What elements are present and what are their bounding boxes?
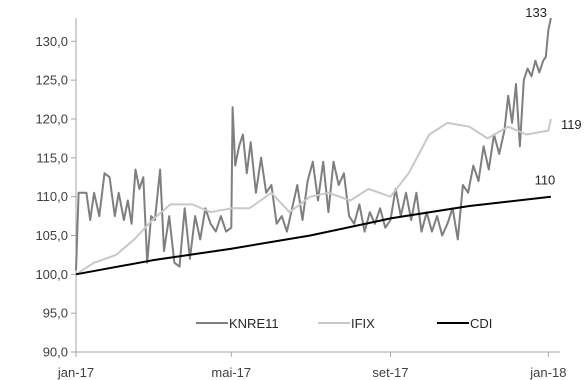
legend: KNRE11 IFIX CDI — [196, 316, 492, 331]
y-tick-label: 95,0 — [43, 306, 68, 321]
y-tick-label: 115,0 — [36, 150, 68, 165]
legend-label-cdi: CDI — [470, 316, 492, 331]
end-label-ifix: 119 — [561, 117, 582, 132]
x-tick-label: jan-17 — [57, 365, 94, 380]
y-tick-label: 120,0 — [35, 111, 68, 126]
series-line-knre11 — [75, 17, 552, 271]
end-label-knre11: 133 — [525, 5, 547, 20]
series-line-ifix — [75, 118, 552, 276]
x-tick-label: jan-18 — [529, 365, 566, 380]
y-tick-label: 125,0 — [35, 73, 68, 88]
y-tick-label: 110,0 — [36, 189, 68, 204]
y-tick-label: 90,0 — [43, 345, 68, 360]
y-tick-label: 105,0 — [35, 228, 68, 243]
series-line-cdi — [75, 195, 552, 276]
x-tick-label: set-17 — [372, 365, 408, 380]
legend-label-ifix: IFIX — [351, 316, 375, 331]
x-tick-label: mai-17 — [211, 365, 251, 380]
end-label-cdi: 110 — [535, 173, 556, 188]
labels-layer: 133 119 110 — [525, 5, 581, 188]
legend-label-knre11: KNRE11 — [229, 316, 279, 331]
y-tick-label: 100,0 — [35, 267, 68, 282]
series-layer — [75, 17, 552, 276]
y-tick-label: 130,0 — [35, 34, 68, 49]
chart-axes: 90,0 95,0 100,0 105,0 110,0 115,0 120,0 125,0 13… — [35, 18, 566, 380]
